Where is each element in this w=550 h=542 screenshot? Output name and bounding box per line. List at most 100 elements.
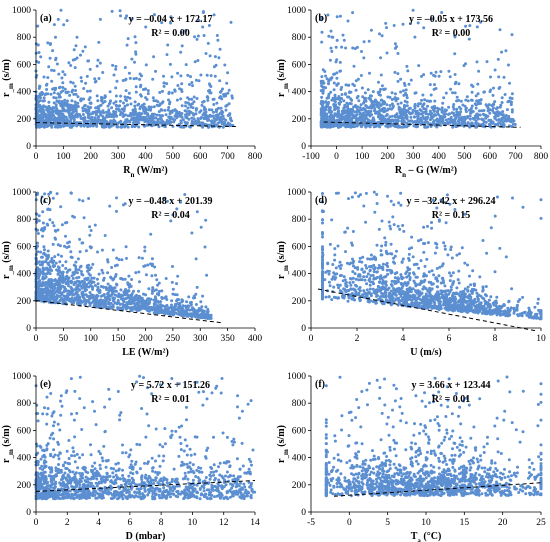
data-point	[344, 125, 348, 129]
data-point	[144, 63, 148, 67]
data-point	[106, 258, 110, 262]
data-point	[108, 115, 111, 118]
data-point	[38, 294, 42, 298]
data-point	[143, 124, 146, 128]
data-point	[64, 90, 68, 94]
data-point	[439, 70, 443, 74]
data-point	[67, 245, 71, 249]
data-point	[462, 64, 466, 68]
data-point	[96, 294, 100, 298]
data-point	[206, 41, 210, 45]
data-point	[536, 301, 540, 305]
data-point	[100, 97, 104, 101]
data-point	[38, 92, 42, 96]
y-tick-label: 400	[292, 88, 307, 98]
data-point	[166, 43, 170, 47]
data-point	[387, 220, 391, 224]
data-point	[417, 266, 421, 270]
data-point	[135, 293, 138, 297]
data-point	[115, 263, 119, 267]
data-point	[96, 282, 100, 286]
data-point	[395, 45, 398, 49]
data-point	[320, 30, 324, 34]
data-point	[492, 86, 495, 90]
data-point	[230, 96, 234, 100]
data-point	[224, 118, 228, 122]
data-point	[332, 72, 336, 76]
data-point	[43, 227, 46, 231]
data-point	[430, 269, 434, 273]
data-point	[45, 222, 49, 226]
data-point	[140, 256, 144, 260]
data-point	[127, 71, 131, 75]
data-point	[432, 113, 436, 117]
data-point	[45, 117, 49, 121]
data-point	[480, 117, 484, 121]
data-point	[397, 201, 401, 205]
data-point	[76, 284, 80, 288]
data-point	[157, 293, 161, 297]
data-point	[83, 45, 87, 49]
data-point	[159, 300, 163, 304]
data-point	[132, 77, 136, 81]
data-point	[500, 50, 504, 54]
data-point	[333, 99, 337, 103]
data-point	[182, 314, 185, 318]
data-point	[369, 28, 373, 32]
data-point	[36, 103, 40, 107]
data-point	[428, 83, 432, 87]
data-point	[167, 92, 171, 95]
data-point	[475, 60, 479, 64]
r-squared: R² = 0.04	[151, 210, 189, 221]
data-point	[153, 13, 156, 17]
data-point	[63, 73, 67, 77]
data-point	[384, 121, 387, 125]
data-point	[215, 108, 219, 112]
data-point	[74, 267, 78, 271]
data-point	[55, 108, 59, 112]
data-point	[436, 109, 440, 113]
data-point	[357, 99, 361, 103]
data-point	[133, 60, 136, 64]
data-point	[82, 87, 86, 90]
data-point	[350, 109, 354, 113]
data-point	[80, 272, 84, 276]
data-point	[151, 77, 155, 81]
data-point	[147, 287, 151, 291]
x-tick-label: -100	[302, 152, 320, 162]
data-point	[333, 108, 337, 112]
data-point	[170, 75, 174, 79]
data-point	[58, 294, 62, 298]
data-point	[85, 278, 89, 282]
data-point	[62, 294, 66, 298]
data-point	[457, 98, 461, 102]
data-point	[67, 61, 71, 65]
data-point	[442, 290, 446, 294]
data-point	[91, 124, 95, 128]
data-point	[379, 249, 383, 253]
data-point	[70, 280, 74, 284]
data-point	[447, 105, 451, 109]
data-point	[75, 56, 79, 60]
data-point	[457, 269, 461, 273]
data-point	[39, 124, 43, 128]
data-point	[120, 124, 124, 128]
data-point	[373, 210, 377, 214]
data-point	[64, 221, 67, 225]
data-point	[369, 104, 373, 108]
data-point	[385, 108, 389, 112]
data-point	[150, 308, 153, 312]
data-point	[59, 90, 63, 94]
data-point	[39, 118, 43, 122]
data-point	[72, 117, 76, 121]
data-point	[319, 81, 323, 85]
data-point	[107, 109, 111, 113]
data-point	[447, 69, 451, 73]
data-point	[443, 108, 447, 112]
data-point	[126, 296, 130, 300]
data-point	[155, 113, 159, 117]
data-point	[400, 260, 404, 264]
data-point	[196, 117, 200, 121]
